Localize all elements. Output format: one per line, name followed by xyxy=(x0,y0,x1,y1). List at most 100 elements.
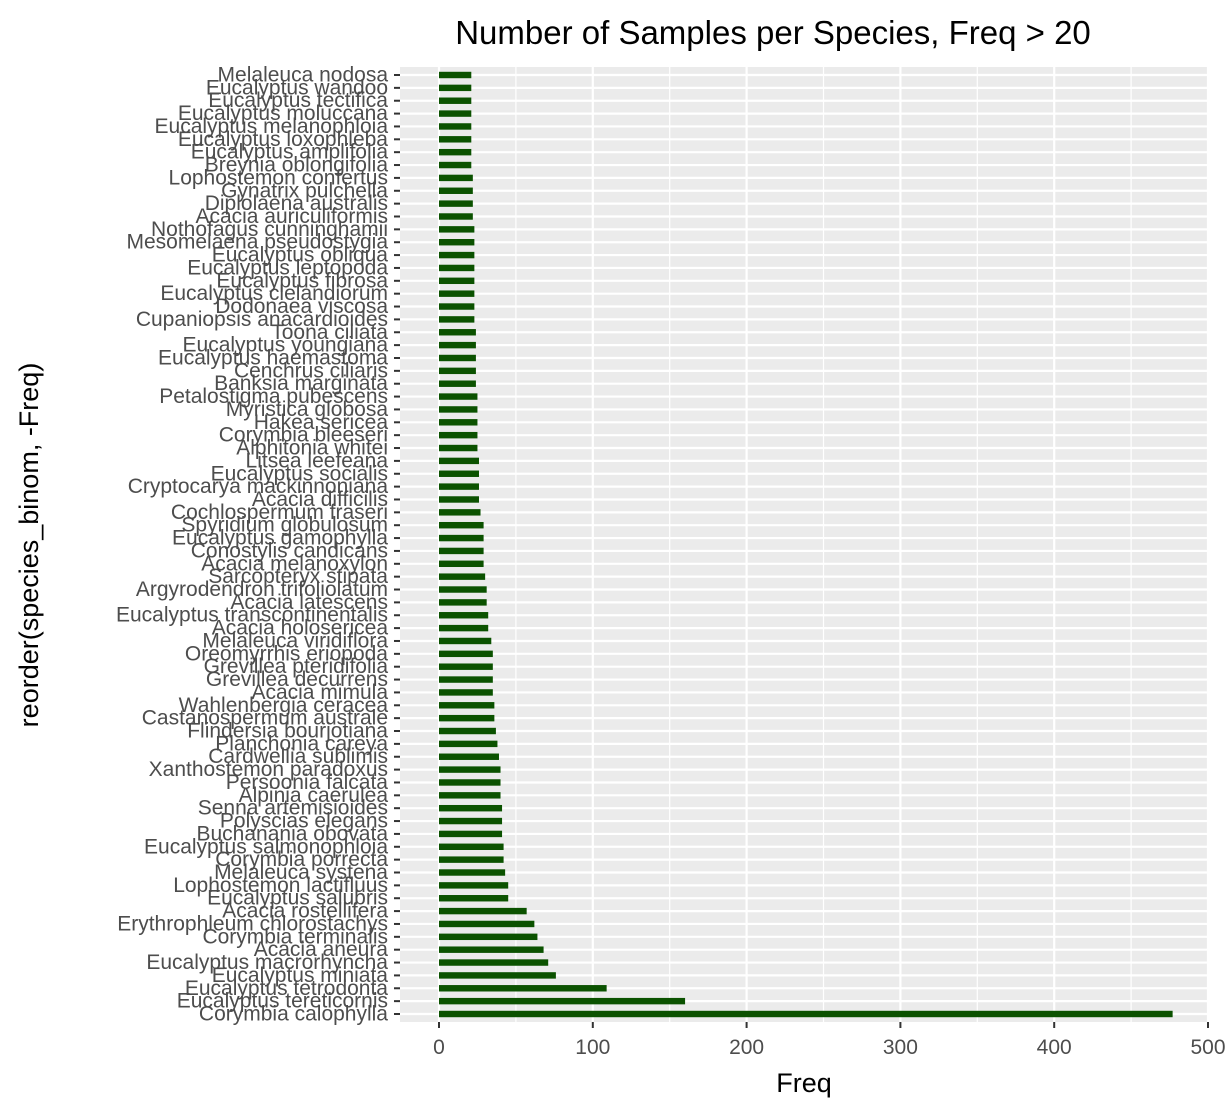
bar xyxy=(439,136,472,143)
bar xyxy=(439,586,487,593)
bar xyxy=(439,457,479,465)
y-tick-label: Dodonaea viscosa xyxy=(215,295,388,318)
bar xyxy=(439,573,486,580)
bar xyxy=(439,972,556,979)
y-tick-label: Alpinia caerulea xyxy=(239,784,389,807)
y-tick-label: Planchonia careya xyxy=(215,732,388,755)
bar xyxy=(439,264,475,272)
bar xyxy=(439,71,472,79)
bar xyxy=(439,329,476,336)
bar xyxy=(439,161,472,169)
y-tick-label: Erythrophleum chlorostachys xyxy=(117,912,388,935)
bars xyxy=(439,71,1173,1018)
y-tick-label: Eucalyptus haemastoma xyxy=(158,346,388,369)
y-tick-label: Acacia rostellifera xyxy=(222,900,388,923)
y-tick-label: Eucalyptus moluccana xyxy=(178,102,388,125)
y-tick-label: Eucalyptus salubris xyxy=(207,887,388,910)
y-tick-label: Eucalyptus tereticornis xyxy=(177,990,388,1013)
bar xyxy=(439,779,501,786)
bar xyxy=(439,740,498,748)
y-tick-label: Senna artemisioides xyxy=(198,797,388,820)
y-tick-label: Mesomelaena pseudostygia xyxy=(127,231,389,254)
bar xyxy=(439,547,484,555)
bar xyxy=(439,959,549,966)
y-tick-label: Eucalyptus melanophloia xyxy=(155,115,389,138)
y-tick-label: Persoonia falcata xyxy=(226,771,389,794)
y-tick-label: Eucalyptus youngiana xyxy=(183,334,389,357)
y-tick-label: Toona ciliata xyxy=(271,321,388,344)
y-tick-label: Eucalyptus salmonophloia xyxy=(144,835,388,858)
y-tick-label: Conostylis candicans xyxy=(191,539,388,562)
bar xyxy=(439,187,473,194)
y-tick-label: Xanthostemon paradoxus xyxy=(149,758,388,781)
y-tick-label: Eucalyptus leptopoda xyxy=(187,256,388,279)
y-tick-label: Eucalyptus clelandiorum xyxy=(160,282,388,305)
bar xyxy=(439,727,496,735)
y-tick-label: Hakea sericea xyxy=(254,411,389,434)
y-tick-label: Banksia marginata xyxy=(214,372,388,395)
y-tick-label: Acacia mimula xyxy=(251,681,388,704)
bar xyxy=(439,560,484,568)
y-tick-label: Petalostigma pubescens xyxy=(159,385,388,408)
y-tick-label: Alphitonia whitei xyxy=(236,437,388,460)
y-tick-label: Lophostemon confertus xyxy=(169,166,388,189)
bar xyxy=(439,406,478,413)
bar xyxy=(439,997,686,1005)
bar xyxy=(439,637,492,645)
y-tick-label: Eucalyptus loxophleba xyxy=(178,128,388,151)
y-tick-label: Melaleuca systena xyxy=(214,861,388,884)
bar xyxy=(439,303,475,310)
bar xyxy=(439,354,476,362)
chart-title: Number of Samples per Species, Freq > 20 xyxy=(455,14,1091,51)
bar xyxy=(439,895,509,902)
bar xyxy=(439,509,481,516)
y-tick-label: Diplolaena australis xyxy=(205,192,388,215)
bar xyxy=(439,521,484,529)
y-tick-label: Acacia difficilis xyxy=(252,488,388,511)
bar xyxy=(439,316,475,323)
bar xyxy=(439,676,493,683)
bar xyxy=(439,148,472,156)
y-tick-label: Grevillea decurrens xyxy=(206,668,388,691)
x-tick-label: 200 xyxy=(729,1036,764,1059)
bar xyxy=(439,277,475,285)
y-tick-label: Gynatrix pulchella xyxy=(221,179,388,202)
bar xyxy=(439,496,479,503)
bar xyxy=(439,856,504,863)
y-tick-label: Corymbia bleeseri xyxy=(219,424,388,447)
bar xyxy=(439,882,509,889)
bar xyxy=(439,650,493,658)
y-tick-label: Wahlenbergia ceracea xyxy=(179,694,389,717)
bar xyxy=(439,907,527,915)
y-tick-label: Corymbia porrecta xyxy=(215,848,388,871)
y-tick-label: Cenchrus ciliaris xyxy=(234,359,388,382)
bar xyxy=(439,341,476,349)
y-tick-label: Oreomyrrhis eriopoda xyxy=(185,642,388,665)
bar xyxy=(439,470,479,477)
bar xyxy=(439,97,472,104)
bar xyxy=(439,251,475,259)
y-tick-label: Lophostemon lactifluus xyxy=(173,874,388,897)
y-tick-label: Melaleuca nodosa xyxy=(218,64,389,87)
bar xyxy=(439,702,495,709)
y-tick-label: Eucalyptus tetrodonta xyxy=(185,977,388,1000)
bar xyxy=(439,753,499,760)
bar xyxy=(439,1010,1173,1018)
bar xyxy=(439,843,504,850)
y-tick-label: Corymbia terminalis xyxy=(202,925,388,948)
x-tick-label: 400 xyxy=(1037,1036,1072,1059)
y-tick-label: Acacia auriculiformis xyxy=(195,205,388,228)
y-tick-label: Castanospermum australe xyxy=(142,707,388,730)
y-tick-label: Polyscias elegans xyxy=(220,810,388,833)
bar xyxy=(439,792,501,799)
y-tick-label: Acacia holosericea xyxy=(212,617,389,640)
x-axis: 0 100 200 300 400 500 xyxy=(433,1022,1226,1059)
bar xyxy=(439,290,475,297)
y-tick-label: Eucalyptus wandoo xyxy=(206,76,388,99)
bar xyxy=(439,444,478,452)
y-tick-label: Cupaniopsis anacardioides xyxy=(136,308,388,331)
bar xyxy=(439,226,475,233)
y-tick-label: Buchanania obovata xyxy=(197,822,389,845)
bar xyxy=(439,714,495,722)
